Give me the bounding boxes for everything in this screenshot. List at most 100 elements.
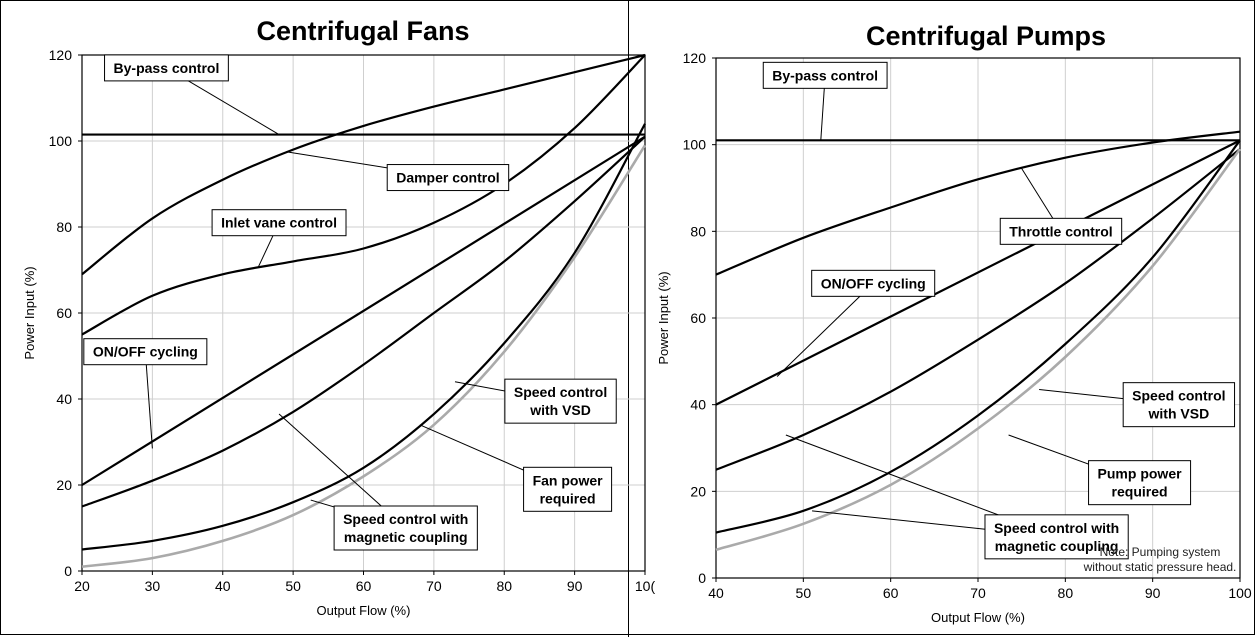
x-tick-label: 60 [356, 578, 372, 594]
annotation-box [1122, 382, 1236, 428]
annotation-by-pass-control: By-pass control [104, 54, 229, 82]
chart-title: Centrifugal Pumps [866, 21, 1106, 51]
annotation-label: Pump power [1098, 466, 1183, 482]
annotation-box [104, 54, 229, 82]
annotation-label: ON/OFF cycling [93, 344, 198, 360]
y-tick-label: 20 [690, 483, 706, 499]
annotation-box [386, 164, 510, 192]
y-tick-label: 80 [56, 219, 72, 235]
y-tick-label: 0 [64, 563, 72, 579]
annotation-label: Inlet vane control [221, 215, 337, 231]
chart-pumps: Centrifugal Pumps 40 50 60 70 80 90 100 0 20 40 60 8… [656, 21, 1252, 625]
note-text: without static pressure head. [1083, 560, 1237, 574]
series-line-pump-power-required [715, 148, 1242, 552]
panel-divider [628, 0, 629, 637]
x-tick-label: 40 [708, 585, 724, 601]
x-tick-label: 60 [883, 585, 899, 601]
x-tick-label: 90 [1145, 585, 1161, 601]
annotation-label: By-pass control [114, 60, 220, 76]
y-tick-label: 80 [690, 223, 706, 239]
annotation-label: magnetic coupling [344, 529, 468, 545]
x-tick-label: 20 [74, 578, 90, 594]
annotation-speed-control-with-vsd: Speed control with VSD [1122, 382, 1236, 428]
annotation-speed-control-with-magnetic-coupling: Speed control with magnetic coupling [984, 514, 1129, 560]
x-tick-label: 90 [567, 578, 583, 594]
annotation-label: Throttle control [1009, 223, 1112, 239]
annotation-box [999, 217, 1123, 245]
annotation-leader-line [144, 351, 153, 449]
x-tick-label: 70 [426, 578, 442, 594]
x-tick-label: 10( [635, 578, 656, 594]
x-axis-label: Output Flow (%) [931, 610, 1025, 625]
series-line-on-off-cycling [715, 139, 1241, 406]
x-tick-label: 40 [215, 578, 231, 594]
annotation-damper-control: Damper control [386, 164, 510, 192]
annotation-label: with VSD [1148, 406, 1210, 422]
y-tick-label: 0 [698, 570, 706, 586]
annotation-label: magnetic coupling [995, 538, 1119, 554]
annotation-label: Speed control [514, 384, 607, 400]
annotation-by-pass-control: By-pass control [762, 61, 888, 89]
series-line-damper-control [81, 53, 646, 276]
y-tick-label: 100 [49, 133, 73, 149]
annotation-label: required [1112, 484, 1168, 500]
annotation-throttle-control: Throttle control [999, 217, 1123, 245]
series-line-fan-power-required [81, 144, 647, 568]
x-axis-label: Output Flow (%) [317, 603, 411, 618]
y-tick-label: 100 [683, 137, 707, 153]
annotation-box [523, 466, 613, 512]
annotation-box [811, 269, 936, 297]
annotation-label: Speed control with [343, 511, 468, 527]
y-tick-label: 120 [49, 47, 73, 63]
annotation-label: Fan power [533, 472, 604, 488]
x-tick-label: 100 [1228, 585, 1252, 601]
x-tick-label: 50 [796, 585, 812, 601]
y-tick-label: 20 [56, 477, 72, 493]
annotation-speed-control-with-magnetic-coupling: Speed control with magnetic coupling [333, 505, 478, 551]
annotation-inlet-vane-control: Inlet vane control [211, 209, 347, 237]
annotation-box [333, 505, 478, 551]
annotation-speed-control-with-vsd: Speed control with VSD [504, 378, 617, 424]
series-line-speed-control-with-vsd [81, 123, 646, 551]
annotation-box [504, 378, 617, 424]
y-axis-label: Power Input (%) [22, 266, 37, 359]
annotation-on-off-cycling: ON/OFF cycling [83, 338, 208, 366]
series-line-speed-control-with-magnetic-coupling [715, 148, 1241, 471]
annotation-label: required [540, 490, 596, 506]
annotation-label: Speed control [1132, 388, 1225, 404]
annotation-box [762, 61, 888, 89]
series-line-speed-control-with-magnetic-coupling [81, 135, 646, 508]
annotation-label: with VSD [529, 402, 591, 418]
annotation-fan-power-required: Fan power required [523, 466, 613, 512]
series-line-inlet-vane-control [81, 54, 646, 336]
annotation-leader-line [776, 282, 874, 377]
annotation-on-off-cycling: ON/OFF cycling [811, 269, 936, 297]
annotation-label: ON/OFF cycling [821, 275, 926, 291]
annotation-label: Speed control with [994, 520, 1119, 536]
x-tick-label: 80 [496, 578, 512, 594]
chart-title: Centrifugal Fans [256, 16, 469, 46]
y-tick-label: 60 [56, 305, 72, 321]
annotation-box [984, 514, 1129, 560]
annotation-label: Damper control [396, 170, 499, 186]
y-tick-label: 60 [690, 310, 706, 326]
annotation-box [211, 209, 347, 237]
y-axis-label: Power Input (%) [656, 271, 671, 364]
x-tick-label: 80 [1058, 585, 1074, 601]
series-line-speed-control-with-vsd [715, 139, 1241, 534]
annotation-label: By-pass control [772, 67, 878, 83]
note-text: Note: Pumping system [1100, 545, 1221, 559]
x-tick-label: 50 [285, 578, 301, 594]
y-tick-label: 120 [683, 50, 707, 66]
annotation-pump-power-required: Pump power required [1088, 460, 1192, 506]
annotation-box [83, 338, 208, 366]
series-line-on-off-cycling [81, 135, 646, 486]
x-tick-label: 70 [970, 585, 986, 601]
y-tick-label: 40 [56, 391, 72, 407]
x-tick-label: 30 [145, 578, 161, 594]
y-tick-label: 40 [690, 397, 706, 413]
series-line-throttle-control [715, 130, 1241, 276]
